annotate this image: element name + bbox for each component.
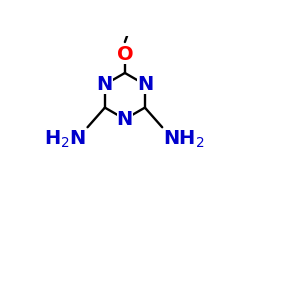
Text: O: O: [117, 44, 133, 64]
Text: N: N: [117, 110, 133, 129]
Text: NH$_2$: NH$_2$: [164, 128, 205, 150]
Text: H$_2$N: H$_2$N: [44, 128, 86, 150]
Text: N: N: [137, 75, 153, 94]
Text: N: N: [97, 75, 113, 94]
